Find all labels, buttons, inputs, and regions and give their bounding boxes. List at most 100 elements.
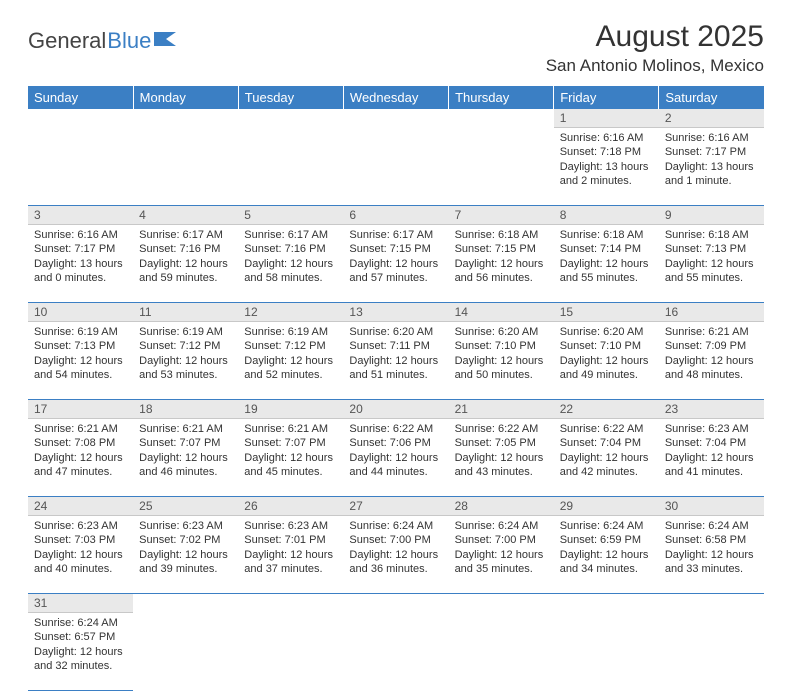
day-details: Sunrise: 6:16 AMSunset: 7:17 PMDaylight:…: [28, 225, 133, 291]
day-details: Sunrise: 6:20 AMSunset: 7:10 PMDaylight:…: [554, 322, 659, 388]
empty-cell: [449, 109, 554, 128]
daynum-row: 24252627282930: [28, 497, 764, 516]
day-number: 25: [133, 497, 238, 516]
day-number: 21: [449, 400, 554, 419]
month-title: August 2025: [546, 20, 764, 54]
day-details: Sunrise: 6:21 AMSunset: 7:07 PMDaylight:…: [238, 419, 343, 485]
empty-cell: [554, 594, 659, 613]
day-cell: Sunrise: 6:22 AMSunset: 7:04 PMDaylight:…: [554, 419, 659, 497]
day-cell: Sunrise: 6:16 AMSunset: 7:17 PMDaylight:…: [28, 225, 133, 303]
empty-cell: [133, 128, 238, 206]
day-number: 18: [133, 400, 238, 419]
empty-cell: [343, 109, 448, 128]
daynum-row: 31: [28, 594, 764, 613]
empty-cell: [449, 613, 554, 691]
day-number: 29: [554, 497, 659, 516]
day-cell: Sunrise: 6:24 AMSunset: 6:58 PMDaylight:…: [659, 516, 764, 594]
day-details: Sunrise: 6:19 AMSunset: 7:12 PMDaylight:…: [133, 322, 238, 388]
day-cell: Sunrise: 6:17 AMSunset: 7:16 PMDaylight:…: [238, 225, 343, 303]
day-number: 19: [238, 400, 343, 419]
day-cell: Sunrise: 6:18 AMSunset: 7:15 PMDaylight:…: [449, 225, 554, 303]
day-number: 9: [659, 206, 764, 225]
empty-cell: [238, 128, 343, 206]
empty-cell: [133, 109, 238, 128]
day-cell: Sunrise: 6:22 AMSunset: 7:06 PMDaylight:…: [343, 419, 448, 497]
empty-cell: [659, 594, 764, 613]
day-details: Sunrise: 6:23 AMSunset: 7:01 PMDaylight:…: [238, 516, 343, 582]
day-cell: Sunrise: 6:24 AMSunset: 7:00 PMDaylight:…: [449, 516, 554, 594]
logo: GeneralBlue: [28, 28, 180, 54]
day-details: Sunrise: 6:17 AMSunset: 7:16 PMDaylight:…: [133, 225, 238, 291]
day-number: 3: [28, 206, 133, 225]
weekday-header: Thursday: [449, 86, 554, 109]
daynum-row: 17181920212223: [28, 400, 764, 419]
day-details: Sunrise: 6:16 AMSunset: 7:17 PMDaylight:…: [659, 128, 764, 194]
day-cell: Sunrise: 6:21 AMSunset: 7:08 PMDaylight:…: [28, 419, 133, 497]
day-cell: Sunrise: 6:19 AMSunset: 7:12 PMDaylight:…: [133, 322, 238, 400]
day-details: Sunrise: 6:17 AMSunset: 7:15 PMDaylight:…: [343, 225, 448, 291]
day-number: 5: [238, 206, 343, 225]
day-details: Sunrise: 6:22 AMSunset: 7:05 PMDaylight:…: [449, 419, 554, 485]
day-cell: Sunrise: 6:22 AMSunset: 7:05 PMDaylight:…: [449, 419, 554, 497]
day-cell: Sunrise: 6:24 AMSunset: 6:59 PMDaylight:…: [554, 516, 659, 594]
day-details: Sunrise: 6:24 AMSunset: 6:59 PMDaylight:…: [554, 516, 659, 582]
day-number: 15: [554, 303, 659, 322]
weekday-header: Saturday: [659, 86, 764, 109]
empty-cell: [133, 613, 238, 691]
day-number: 10: [28, 303, 133, 322]
day-number: 22: [554, 400, 659, 419]
week-row: Sunrise: 6:23 AMSunset: 7:03 PMDaylight:…: [28, 516, 764, 594]
empty-cell: [449, 594, 554, 613]
weekday-header-row: SundayMondayTuesdayWednesdayThursdayFrid…: [28, 86, 764, 109]
empty-cell: [238, 613, 343, 691]
title-block: August 2025 San Antonio Molinos, Mexico: [546, 20, 764, 76]
day-details: Sunrise: 6:24 AMSunset: 6:57 PMDaylight:…: [28, 613, 133, 679]
day-details: Sunrise: 6:23 AMSunset: 7:03 PMDaylight:…: [28, 516, 133, 582]
day-details: Sunrise: 6:19 AMSunset: 7:13 PMDaylight:…: [28, 322, 133, 388]
day-number: 1: [554, 109, 659, 128]
day-number: 28: [449, 497, 554, 516]
location: San Antonio Molinos, Mexico: [546, 56, 764, 76]
day-details: Sunrise: 6:23 AMSunset: 7:04 PMDaylight:…: [659, 419, 764, 485]
day-details: Sunrise: 6:18 AMSunset: 7:15 PMDaylight:…: [449, 225, 554, 291]
day-cell: Sunrise: 6:24 AMSunset: 6:57 PMDaylight:…: [28, 613, 133, 691]
day-cell: Sunrise: 6:23 AMSunset: 7:04 PMDaylight:…: [659, 419, 764, 497]
day-number: 13: [343, 303, 448, 322]
day-number: 6: [343, 206, 448, 225]
day-cell: Sunrise: 6:23 AMSunset: 7:01 PMDaylight:…: [238, 516, 343, 594]
day-cell: Sunrise: 6:18 AMSunset: 7:14 PMDaylight:…: [554, 225, 659, 303]
day-cell: Sunrise: 6:16 AMSunset: 7:17 PMDaylight:…: [659, 128, 764, 206]
day-number: 26: [238, 497, 343, 516]
day-number: 24: [28, 497, 133, 516]
day-number: 4: [133, 206, 238, 225]
flag-icon: [154, 28, 180, 54]
day-cell: Sunrise: 6:20 AMSunset: 7:11 PMDaylight:…: [343, 322, 448, 400]
day-cell: Sunrise: 6:20 AMSunset: 7:10 PMDaylight:…: [554, 322, 659, 400]
calendar-table: SundayMondayTuesdayWednesdayThursdayFrid…: [28, 86, 764, 691]
empty-cell: [28, 109, 133, 128]
day-cell: Sunrise: 6:19 AMSunset: 7:12 PMDaylight:…: [238, 322, 343, 400]
day-number: 8: [554, 206, 659, 225]
day-cell: Sunrise: 6:17 AMSunset: 7:16 PMDaylight:…: [133, 225, 238, 303]
day-number: 14: [449, 303, 554, 322]
empty-cell: [343, 128, 448, 206]
day-number: 31: [28, 594, 133, 613]
weekday-header: Wednesday: [343, 86, 448, 109]
week-row: Sunrise: 6:16 AMSunset: 7:18 PMDaylight:…: [28, 128, 764, 206]
day-details: Sunrise: 6:21 AMSunset: 7:08 PMDaylight:…: [28, 419, 133, 485]
day-details: Sunrise: 6:20 AMSunset: 7:10 PMDaylight:…: [449, 322, 554, 388]
weekday-header: Tuesday: [238, 86, 343, 109]
empty-cell: [133, 594, 238, 613]
empty-cell: [238, 109, 343, 128]
day-number: 16: [659, 303, 764, 322]
empty-cell: [238, 594, 343, 613]
day-details: Sunrise: 6:22 AMSunset: 7:04 PMDaylight:…: [554, 419, 659, 485]
day-details: Sunrise: 6:16 AMSunset: 7:18 PMDaylight:…: [554, 128, 659, 194]
day-cell: Sunrise: 6:24 AMSunset: 7:00 PMDaylight:…: [343, 516, 448, 594]
day-cell: Sunrise: 6:20 AMSunset: 7:10 PMDaylight:…: [449, 322, 554, 400]
day-number: 17: [28, 400, 133, 419]
day-cell: Sunrise: 6:23 AMSunset: 7:03 PMDaylight:…: [28, 516, 133, 594]
empty-cell: [343, 594, 448, 613]
day-number: 7: [449, 206, 554, 225]
day-number: 12: [238, 303, 343, 322]
